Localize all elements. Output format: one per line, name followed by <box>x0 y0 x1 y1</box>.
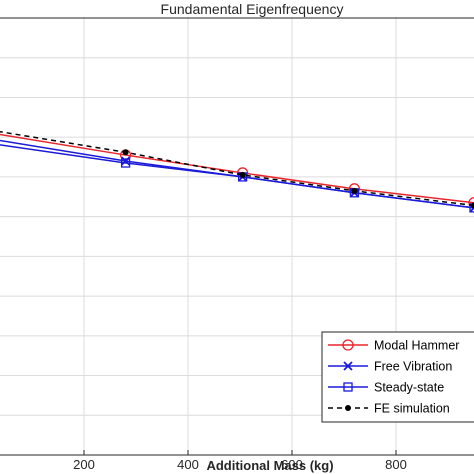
plot-area-frame <box>0 17 474 456</box>
legend-entry-label: Free Vibration <box>374 360 452 374</box>
data-point-square <box>343 382 353 392</box>
x-tick-label: 600 <box>281 457 303 472</box>
legend: Modal Hammer Free Vibration Steady-state FE… <box>321 331 474 423</box>
x-axis-label: Additional Mass (kg) <box>206 458 333 473</box>
data-point-circle <box>468 197 474 209</box>
x-tick-label: 800 <box>385 457 407 472</box>
x-tick-label: 200 <box>73 457 95 472</box>
tick-label-layer: 200 400 600 800 <box>73 450 407 472</box>
data-point-dot <box>122 149 129 156</box>
data-point-dot <box>351 187 358 194</box>
data-point-square <box>469 203 474 213</box>
series-3 <box>0 130 474 209</box>
series-layer <box>0 130 474 213</box>
data-point-circle <box>342 339 354 351</box>
x-tick-label: 400 <box>177 457 199 472</box>
data-point-x <box>343 361 353 371</box>
data-point-dot <box>239 171 246 178</box>
legend-entry-label: FE simulation <box>374 402 450 416</box>
data-point-square <box>120 158 131 168</box>
legend-entry-label: Steady-state <box>374 381 444 395</box>
data-point-dot <box>345 405 351 411</box>
legend-entry-label: Modal Hammer <box>374 339 459 353</box>
data-point-dot <box>471 202 474 209</box>
chart-title: Fundamental Eigenfrequency <box>161 1 344 17</box>
